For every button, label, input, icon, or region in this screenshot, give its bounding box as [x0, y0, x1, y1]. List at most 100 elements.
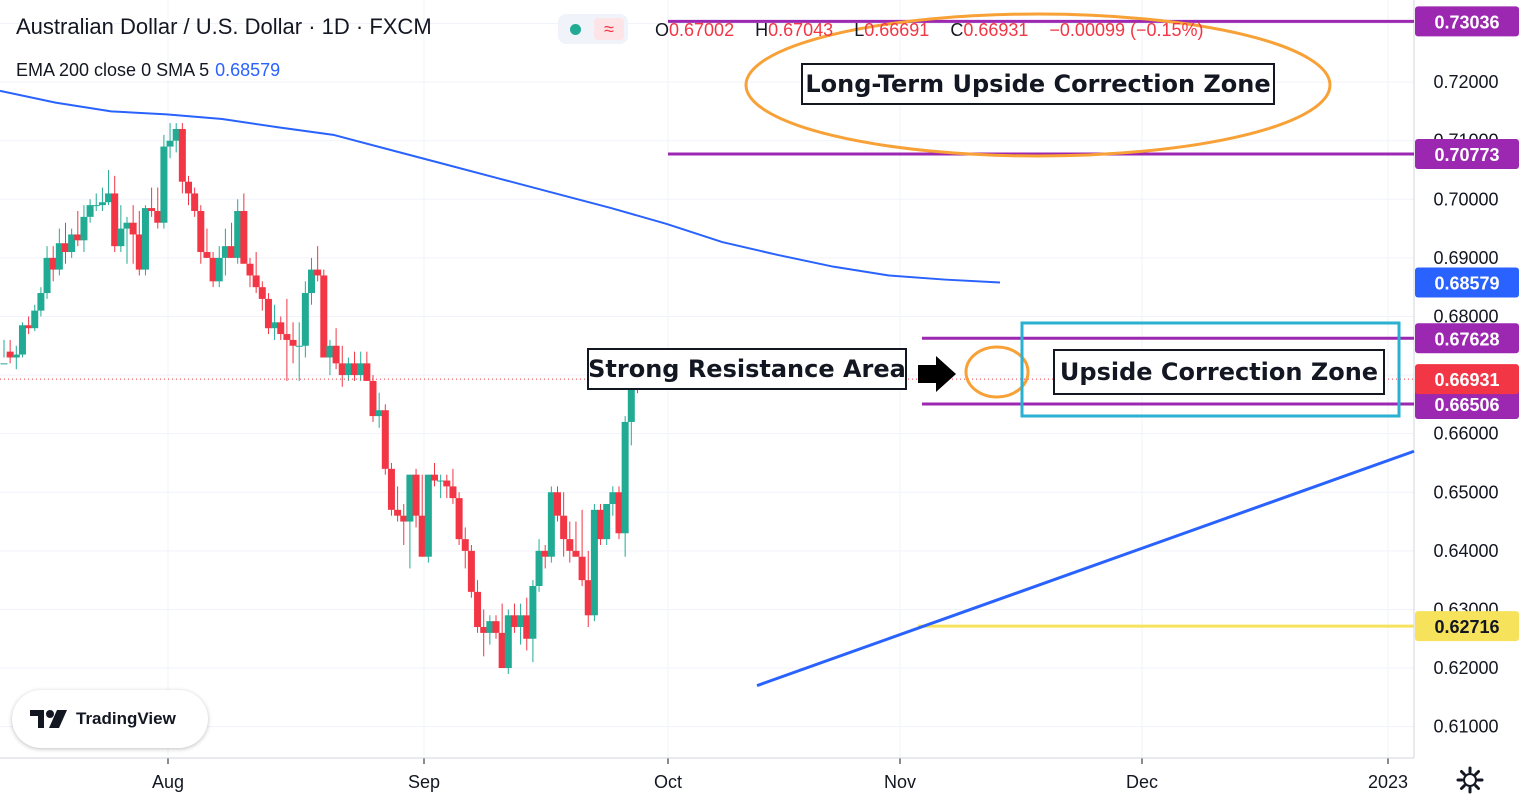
- watermark-text: TradingView: [76, 709, 176, 728]
- low-label: L: [854, 20, 865, 40]
- candle-body: [105, 193, 113, 203]
- level-badge: 0.62716: [1415, 611, 1519, 642]
- y-tick-label: 0.66000: [1433, 424, 1498, 444]
- candle-body: [449, 486, 457, 499]
- arrow-shaft: [918, 365, 938, 383]
- indicator-value: 0.68579: [215, 60, 281, 80]
- indicator-name: EMA 200 close 0 SMA 5: [16, 60, 210, 80]
- high-label: H: [755, 20, 769, 40]
- candle-body: [560, 515, 568, 540]
- candle-body: [492, 621, 500, 633]
- level-badge: 0.73036: [1415, 6, 1519, 37]
- candle-body: [541, 550, 549, 557]
- candle-body: [400, 515, 408, 522]
- strong-resistance-label-text: Strong Resistance Area: [588, 355, 906, 383]
- candle-body: [590, 509, 598, 616]
- arrow-head: [936, 356, 956, 392]
- tradingview-logo[interactable]: TradingView: [12, 690, 208, 748]
- open-label: O: [655, 20, 670, 40]
- candle-body: [74, 234, 82, 241]
- candle-body: [252, 275, 260, 288]
- candle-body: [609, 492, 617, 504]
- long-term-zone-label: Long-Term Upside Correction Zone: [801, 63, 1275, 105]
- candle-body: [621, 421, 629, 534]
- candle-body: [504, 615, 512, 669]
- long-term-zone-label-box: [801, 63, 1275, 105]
- level-badge: 0.67628: [1415, 323, 1519, 354]
- candle-body: [381, 410, 389, 469]
- y-tick-label: 0.69000: [1433, 248, 1498, 268]
- candle-body: [0, 363, 8, 365]
- candle-body: [431, 474, 438, 481]
- candle-body: [12, 354, 20, 358]
- open-value: 0.67002: [669, 20, 735, 40]
- y-tick-label: 0.72000: [1433, 72, 1498, 92]
- price-badge: 0.68579: [1415, 267, 1519, 298]
- upside-zone-label-box: [1053, 349, 1385, 395]
- candle-body: [203, 252, 211, 258]
- level-badge-text: 0.73036: [1434, 12, 1499, 32]
- upside-zone-box: [1020, 321, 1401, 418]
- candle-body: [351, 363, 359, 376]
- level-badge-bg: [1415, 389, 1519, 420]
- candle-body: [258, 287, 266, 299]
- candle-body: [455, 498, 463, 540]
- y-tick-label: 0.62000: [1433, 658, 1498, 678]
- candle-body: [474, 591, 482, 628]
- x-tick-label: Nov: [884, 772, 916, 792]
- candle-body: [363, 363, 371, 381]
- x-tick-label: Dec: [1126, 772, 1158, 792]
- candle-body: [566, 539, 574, 551]
- price-badge-bg: [1415, 267, 1519, 298]
- candle-body: [123, 222, 131, 229]
- indicator-legend[interactable]: EMA 200 close 0 SMA 5 0.68579: [16, 60, 280, 81]
- strong-resistance-label: Strong Resistance Area: [587, 348, 907, 390]
- candle-body: [424, 474, 432, 557]
- candle-body: [387, 468, 395, 510]
- candle-body: [578, 556, 586, 581]
- low-value: 0.66691: [864, 20, 930, 40]
- strong-resistance-label-box: [587, 348, 907, 390]
- gear-icon[interactable]: [1455, 765, 1485, 795]
- candle-body: [344, 363, 352, 376]
- candle-body: [529, 586, 537, 639]
- candle-body: [62, 243, 69, 253]
- y-tick-label: 0.61000: [1433, 717, 1498, 737]
- level-badge-text: 0.62716: [1434, 617, 1499, 637]
- candle-body: [6, 351, 14, 358]
- y-tick-label: 0.68000: [1433, 306, 1498, 326]
- candle-body: [332, 345, 340, 364]
- change-value: −0.00099 (−0.15%): [1049, 20, 1204, 40]
- candle-body: [406, 474, 414, 522]
- candle-body: [25, 325, 33, 329]
- price-badge: 0.66931: [1415, 364, 1519, 395]
- level-badge-bg: [1415, 611, 1519, 642]
- candle-body: [240, 211, 248, 264]
- right-arrow-icon: [918, 356, 956, 392]
- candle-body: [228, 246, 236, 258]
- candle-body: [418, 515, 426, 557]
- candle-body: [148, 208, 156, 212]
- candle-body: [18, 325, 26, 355]
- candle-body: [166, 140, 174, 147]
- level-badge: 0.66506: [1415, 389, 1519, 420]
- candle-body: [412, 474, 420, 516]
- candle-body: [554, 492, 561, 516]
- candle-body: [49, 257, 57, 270]
- candle-body: [43, 257, 51, 294]
- candle-body: [584, 580, 592, 616]
- market-status[interactable]: ≈: [558, 14, 628, 44]
- market-open-icon: [570, 24, 581, 35]
- level-badge: 0.70773: [1415, 138, 1519, 169]
- level-badge-text: 0.66506: [1434, 395, 1499, 415]
- price-badge-text: 0.68579: [1434, 274, 1499, 294]
- symbol-title[interactable]: Australian Dollar / U.S. Dollar · 1D · F…: [16, 14, 432, 39]
- candle-body: [308, 269, 315, 294]
- level-badge-bg: [1415, 6, 1519, 37]
- price-badge-bg: [1415, 364, 1519, 395]
- x-tick-label: 2023: [1368, 772, 1408, 792]
- candle-body: [295, 345, 303, 347]
- candle-body: [572, 550, 580, 557]
- y-tick-label: 0.70000: [1433, 189, 1498, 209]
